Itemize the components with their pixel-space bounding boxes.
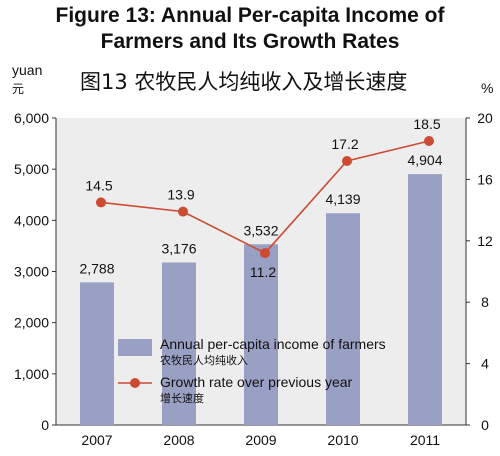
y-right-tick-label: 4 (481, 356, 489, 372)
x-tick-label: 2007 (81, 432, 112, 448)
growth-point-label: 17.2 (331, 136, 358, 152)
x-tick-label: 2008 (163, 432, 194, 448)
growth-point-label: 13.9 (167, 187, 194, 203)
y-left-tick-label: 3,000 (14, 264, 49, 280)
income-bar-label: 3,176 (161, 240, 196, 256)
y-right-tick-label: 16 (477, 171, 493, 187)
growth-point-label: 11.2 (250, 264, 276, 280)
left-axis-unit-chinese: 元 (12, 82, 25, 96)
income-bar-label: 4,904 (407, 152, 442, 168)
x-tick-label: 2009 (245, 432, 276, 448)
growth-point-label: 18.5 (413, 116, 440, 132)
income-bar (162, 262, 196, 425)
y-right-tick-label: 12 (477, 233, 493, 249)
x-tick-label: 2011 (410, 432, 440, 448)
x-tick-label: 2010 (327, 432, 358, 448)
income-bar (326, 213, 360, 425)
chart-title-chinese: 图13 农牧民人均纯收入及增长速度 (80, 70, 408, 94)
growth-point (424, 136, 434, 147)
income-bar (244, 244, 278, 425)
y-left-tick-label: 6,000 (14, 110, 49, 126)
legend-label-income: Annual per-capita income of farmers 农牧民人… (160, 336, 386, 367)
chart-title-line-2: Farmers and Its Growth Rates (100, 30, 400, 53)
left-axis-unit: yuan (12, 62, 43, 78)
y-right-tick-label: 0 (481, 417, 489, 433)
growth-point (260, 248, 270, 259)
y-left-tick-label: 5,000 (14, 161, 49, 177)
growth-point (342, 155, 352, 166)
y-right-tick-label: 20 (477, 110, 493, 126)
income-bar (80, 282, 114, 425)
income-bar-label: 4,139 (325, 191, 360, 207)
y-left-tick-label: 4,000 (14, 212, 49, 228)
income-bar-label: 3,532 (243, 222, 278, 238)
growth-point (178, 206, 188, 217)
y-left-tick-label: 0 (41, 417, 49, 433)
right-axis-unit: % (481, 80, 494, 96)
legend-swatch-income (118, 339, 152, 356)
legend-label-growth: Growth rate over previous year 增长速度 (160, 374, 353, 405)
legend-swatch-growth-point (130, 378, 140, 388)
growth-point-label: 14.5 (85, 177, 112, 193)
chart-title-line-1: Figure 13: Annual Per-capita Income of (55, 4, 445, 27)
y-left-tick-label: 2,000 (14, 315, 49, 331)
y-left-tick-label: 1,000 (14, 366, 49, 382)
income-bar (408, 174, 442, 425)
income-bar-label: 2,788 (79, 260, 114, 276)
y-right-tick-label: 8 (481, 294, 489, 310)
growth-point (96, 197, 106, 208)
